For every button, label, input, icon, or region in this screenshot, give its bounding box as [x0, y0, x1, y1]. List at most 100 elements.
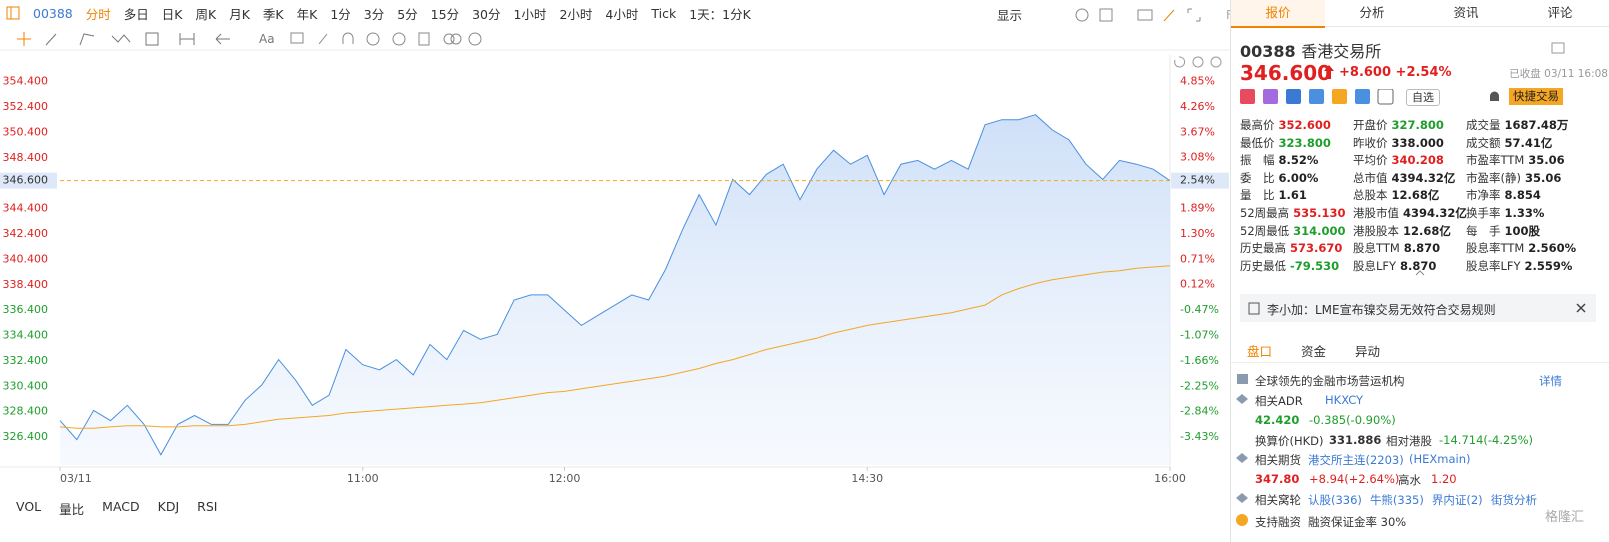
- display-menu[interactable]: 显示: [997, 8, 1023, 23]
- warrant-link[interactable]: 认股(336): [1308, 493, 1362, 507]
- panel-tab[interactable]: 报价: [1231, 0, 1325, 28]
- camera-icon[interactable]: [1137, 9, 1153, 20]
- settings-tool[interactable]: [468, 32, 482, 46]
- move-tool[interactable]: [17, 32, 31, 46]
- line-tool[interactable]: [45, 33, 57, 46]
- expand-icon[interactable]: [1551, 42, 1565, 54]
- conv-label: 换算价(HKD): [1255, 434, 1324, 448]
- lock-tool[interactable]: [366, 32, 380, 46]
- period-tab[interactable]: 30分: [472, 6, 501, 22]
- news-box[interactable]: 李小加：LME宣布镍交易无效符合交易规则: [1240, 294, 1596, 322]
- period-tab[interactable]: Tick: [651, 5, 677, 21]
- stat-value: 1.33%: [1504, 206, 1545, 220]
- warrant-link[interactable]: 牛熊(335): [1369, 493, 1424, 507]
- indicator-tab[interactable]: KDJ: [157, 499, 180, 514]
- delete-tool[interactable]: [418, 32, 430, 46]
- subtab[interactable]: 盘口: [1247, 344, 1273, 359]
- stat-label: 历史最高: [1240, 241, 1286, 256]
- chart-tool[interactable]: [145, 32, 159, 46]
- stat-label: 换手率: [1466, 206, 1501, 220]
- compare-tool[interactable]: [443, 33, 455, 45]
- tag-icons: [1240, 89, 1394, 105]
- wave-tool[interactable]: [111, 34, 131, 43]
- close-icon[interactable]: [1576, 303, 1586, 313]
- layout-icon[interactable]: [1099, 8, 1113, 21]
- y2-tick-label: -1.07%: [1180, 329, 1219, 342]
- fullscreen-icon[interactable]: [1187, 8, 1201, 21]
- draw-icon[interactable]: [1163, 9, 1175, 21]
- stat-label: 量 比: [1240, 188, 1275, 203]
- collapse-icon[interactable]: [1415, 270, 1425, 276]
- stat-label: 总市值: [1353, 170, 1388, 185]
- stat-label: 股息率LFY: [1466, 258, 1521, 273]
- premium-label: 高水: [1398, 473, 1421, 487]
- period-tab[interactable]: 1小时: [513, 6, 547, 22]
- stat-value: 2.560%: [1528, 241, 1577, 256]
- measure-tool[interactable]: [318, 33, 327, 45]
- futures-name[interactable]: 港交所主连(2203): [1308, 453, 1404, 467]
- alert-icon[interactable]: [1487, 89, 1502, 105]
- arrow-tool[interactable]: [215, 33, 230, 45]
- period-tab[interactable]: 多日: [123, 6, 149, 22]
- period-tab[interactable]: 分时: [85, 6, 111, 22]
- indicator-tab[interactable]: RSI: [197, 499, 218, 514]
- magnet-tool[interactable]: [342, 32, 354, 44]
- period-tab[interactable]: 3分: [363, 6, 385, 22]
- subtab[interactable]: 资金: [1301, 344, 1327, 359]
- zoom-out[interactable]: [1192, 56, 1204, 68]
- period-tab[interactable]: 4小时: [605, 6, 639, 22]
- range-tool[interactable]: [179, 33, 195, 45]
- polyline-tool[interactable]: [79, 33, 95, 46]
- profile-link[interactable]: 详情: [1539, 374, 1562, 388]
- stat-label: 52周最低: [1240, 223, 1290, 238]
- adr-code[interactable]: HKXCY: [1325, 393, 1364, 407]
- subtab[interactable]: 异动: [1355, 344, 1381, 359]
- zoom-in[interactable]: [1210, 56, 1222, 68]
- quick-trade-button[interactable]: 快捷交易: [1509, 88, 1563, 105]
- news-text[interactable]: 李小加：LME宣布镍交易无效符合交易规则: [1267, 303, 1496, 317]
- hide-tool[interactable]: [392, 32, 406, 46]
- warrant-link[interactable]: 界内证(2): [1431, 493, 1483, 507]
- futures-code[interactable]: (HEXmain): [1409, 452, 1471, 466]
- period-tab[interactable]: 15分: [430, 6, 460, 22]
- period-tab[interactable]: 年K: [296, 6, 318, 22]
- stat-value: 4394.32亿: [1391, 170, 1456, 185]
- drawing-toolbar: Aa: [10, 30, 489, 48]
- period-tab[interactable]: 2小时: [559, 6, 593, 22]
- stat: 股息TTM 8.870: [1353, 240, 1440, 256]
- stat: 市盈率TTM 35.06: [1466, 152, 1565, 168]
- change: +8.600 +2.54%: [1339, 65, 1452, 80]
- warrants-link[interactable]: 街货分析: [1491, 493, 1537, 507]
- chart: 326.400 328.400 330.400 332.400 334.400 336.4…: [0, 49, 1230, 485]
- stat-value: 8.870: [1403, 241, 1441, 256]
- period-tab[interactable]: 1天：1分K: [689, 6, 751, 22]
- indicator-tab[interactable]: 量比: [59, 502, 85, 517]
- text-tool[interactable]: Aa: [259, 32, 275, 46]
- futures-label: 相关期货: [1255, 453, 1301, 467]
- indicator-tab[interactable]: VOL: [16, 499, 42, 514]
- stat: 股息率TTM 2.560%: [1466, 240, 1576, 256]
- stat: 历史最高 573.670: [1240, 240, 1342, 256]
- panel-tab[interactable]: 分析: [1359, 5, 1385, 20]
- period-tab[interactable]: 1分: [330, 6, 351, 22]
- x-tick-label: 16:00: [1154, 472, 1186, 485]
- period-tab[interactable]: 季K: [262, 6, 284, 22]
- reset-icon[interactable]: [1174, 56, 1186, 68]
- settings-icon[interactable]: [1075, 8, 1089, 21]
- y2-tick-label: 1.30%: [1180, 227, 1215, 240]
- rel-value: -14.714(-4.25%): [1439, 433, 1534, 447]
- chart-controls[interactable]: [1174, 56, 1222, 68]
- profile-text: 全球领先的金融市场营运机构: [1255, 374, 1405, 388]
- watchlist-button[interactable]: 自选: [1406, 89, 1440, 106]
- panel-tab[interactable]: 评论: [1547, 5, 1573, 20]
- sidebar-icon[interactable]: [6, 6, 20, 20]
- stock-code[interactable]: 00388: [33, 5, 73, 21]
- indicator-tab[interactable]: MACD: [102, 499, 140, 514]
- period-tab[interactable]: 日K: [161, 6, 183, 22]
- stat-label: 委 比: [1240, 170, 1275, 185]
- panel-tab[interactable]: 资讯: [1453, 5, 1479, 20]
- note-tool[interactable]: [290, 32, 304, 44]
- period-tab[interactable]: 周K: [195, 6, 217, 22]
- period-tab[interactable]: 月K: [229, 6, 250, 22]
- period-tab[interactable]: 5分: [397, 6, 418, 22]
